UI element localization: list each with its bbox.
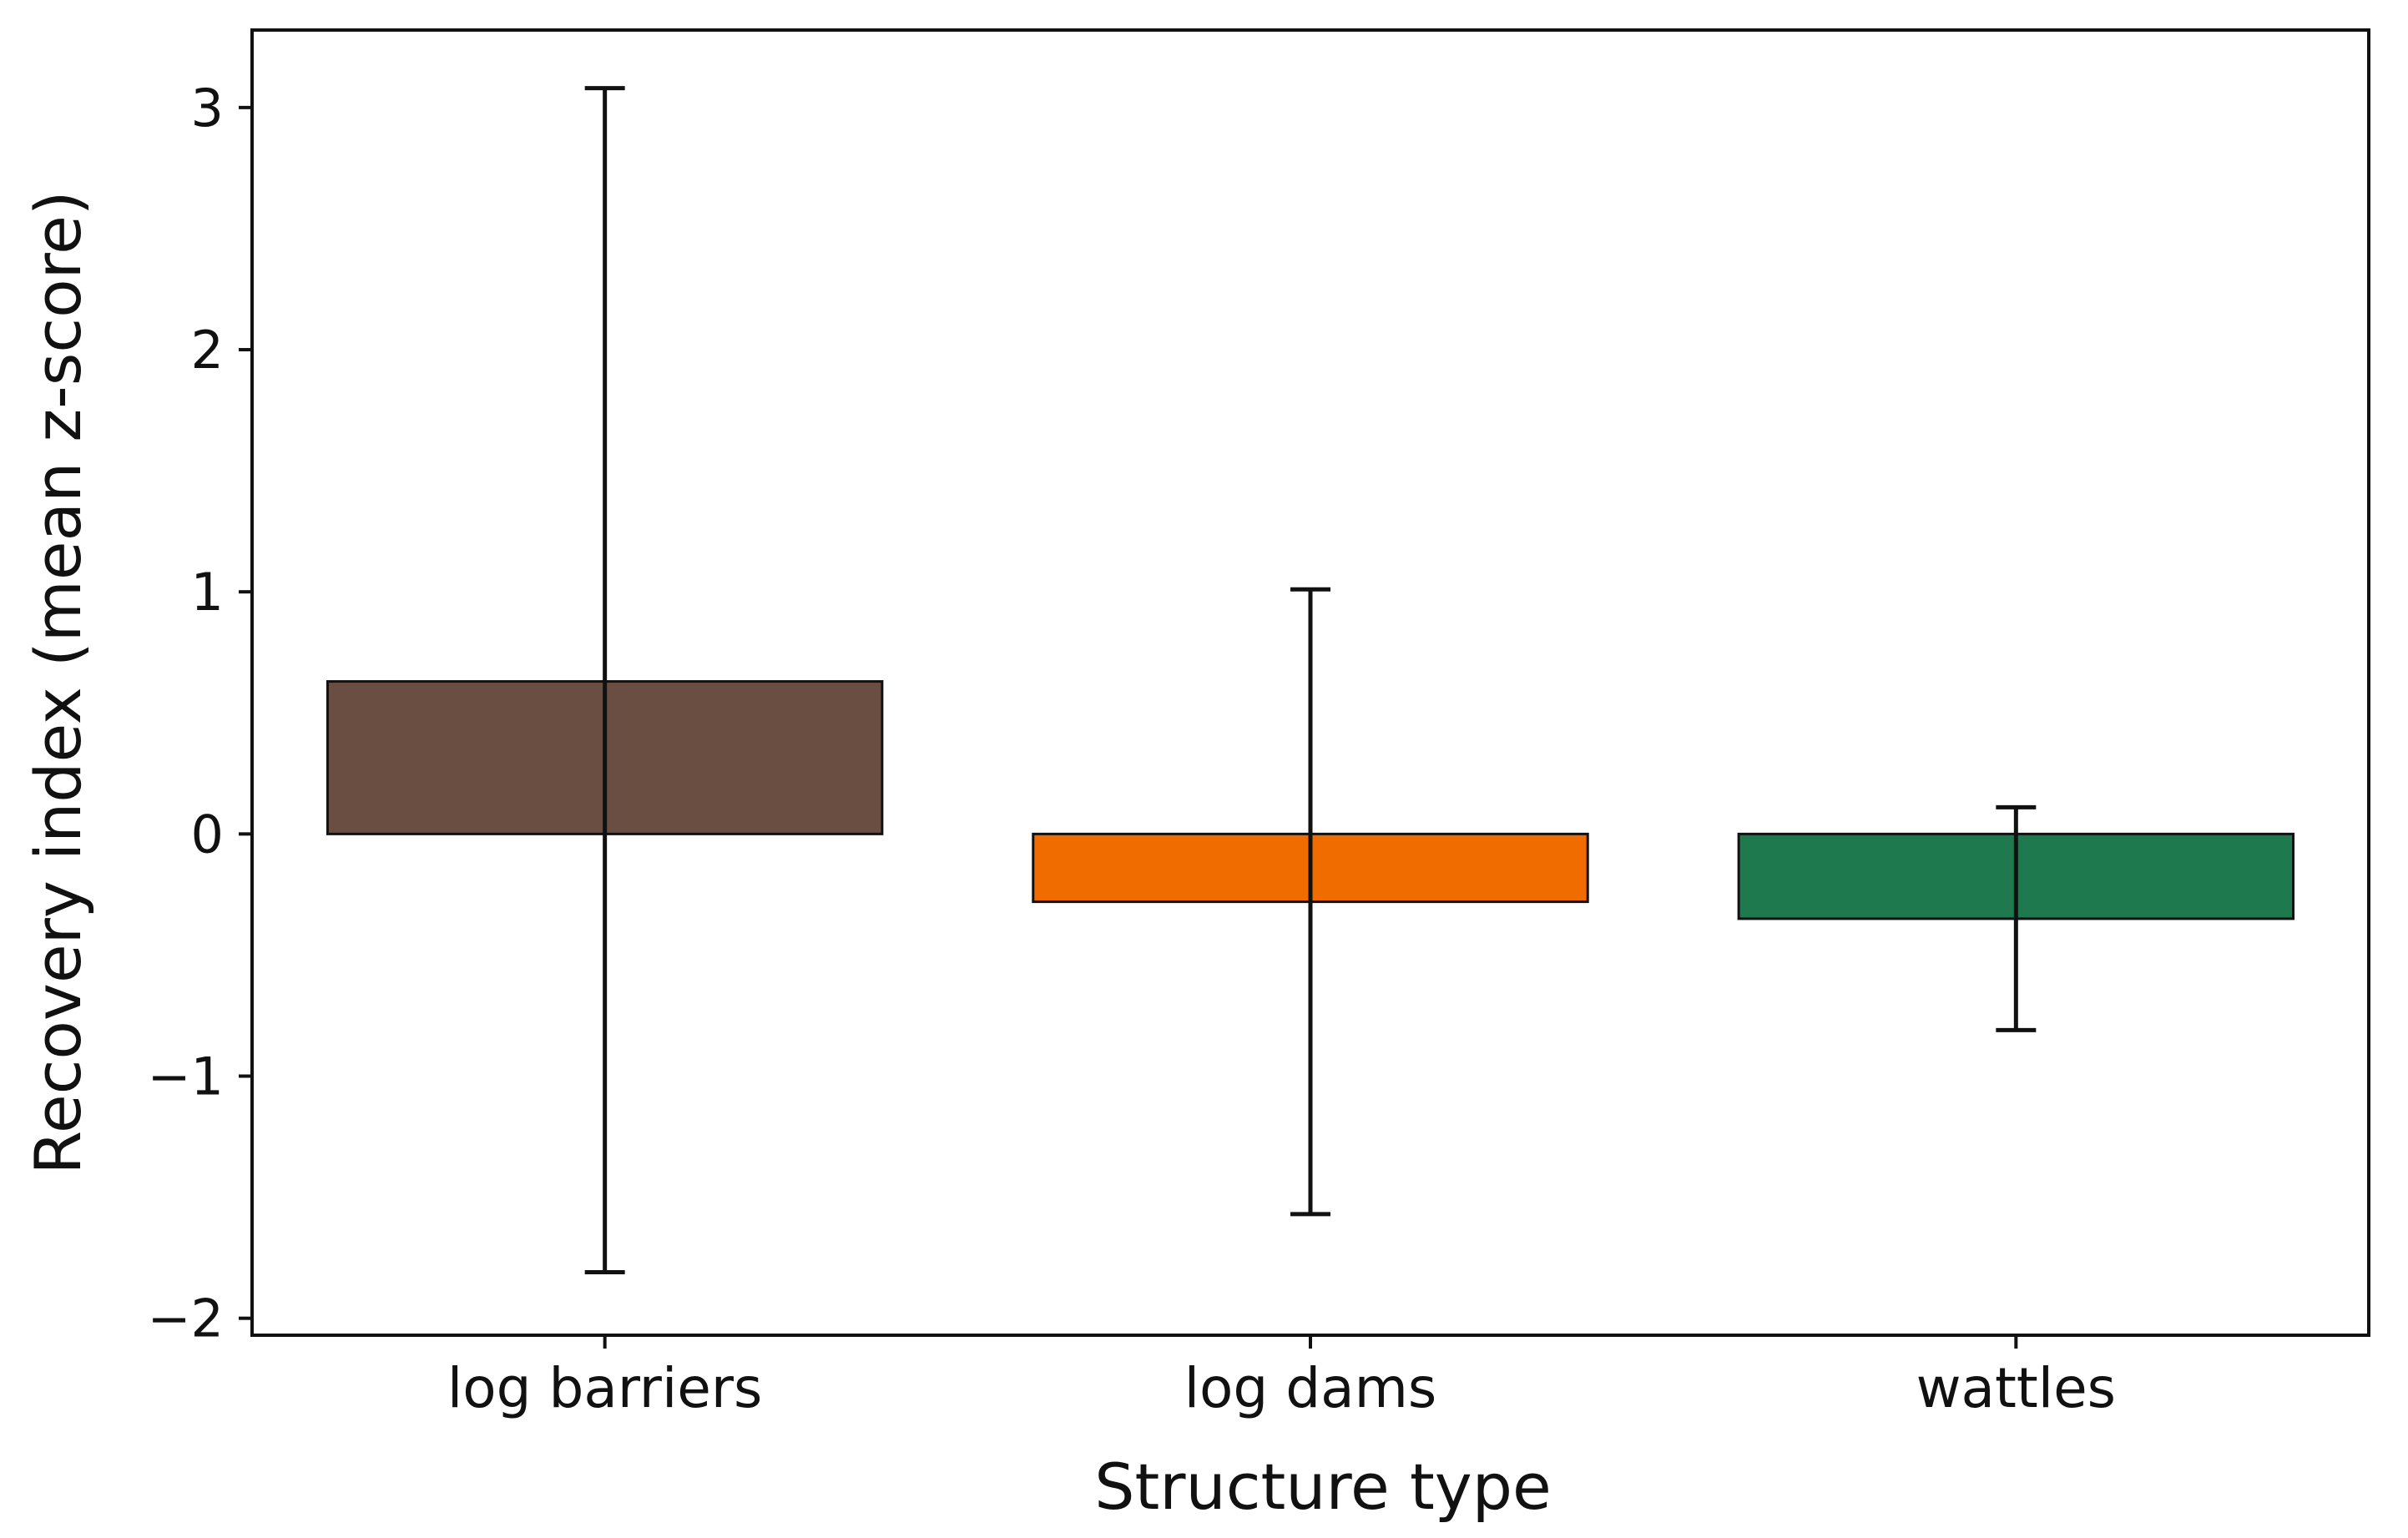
y-tick-label: 1 [191, 562, 224, 623]
y-tick-label: 3 [191, 78, 224, 139]
error-bar-log-barriers [584, 86, 625, 1275]
y-tick-label: 2 [191, 320, 224, 381]
y-tick-label: 0 [191, 804, 224, 865]
error-bar-wattles [1996, 804, 2037, 1032]
x-tick-label-log-dams: log dams [1184, 1356, 1437, 1420]
y-tick-label: −2 [148, 1288, 224, 1349]
x-tick-label-log-barriers: log barriers [447, 1356, 763, 1420]
y-tick-label: −1 [148, 1046, 224, 1107]
x-tick-label-wattles: wattles [1916, 1356, 2117, 1420]
y-axis-label: Recovery index (mean z-score) [21, 190, 95, 1174]
x-axis-label: Structure type [1094, 1450, 1551, 1524]
error-bar-log-dams [1290, 587, 1330, 1217]
